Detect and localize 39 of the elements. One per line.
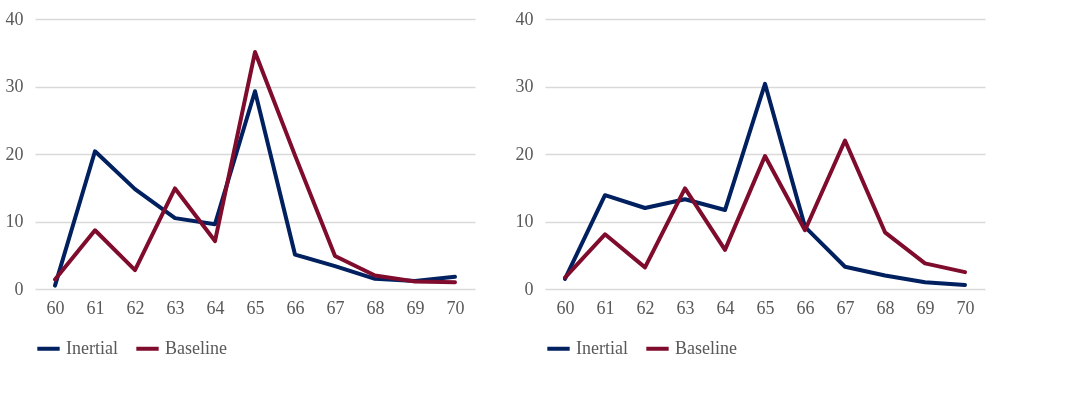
legend-label: Inertial <box>66 337 118 358</box>
x-tick-label: 67 <box>836 297 855 318</box>
y-tick-label: 30 <box>5 76 24 96</box>
y-tick-label: 30 <box>515 76 534 96</box>
x-tick-label: 63 <box>166 297 185 318</box>
x-tick-label: 68 <box>366 297 385 318</box>
y-tick-label: 10 <box>515 211 534 231</box>
x-tick-label: 70 <box>956 297 975 318</box>
x-tick-label: 63 <box>676 297 695 318</box>
line-series <box>53 50 457 285</box>
x-tick-label: 65 <box>756 297 775 318</box>
x-tick-label: 64 <box>206 297 225 318</box>
x-tick-label: 67 <box>326 297 345 318</box>
x-tick-label: 60 <box>46 297 65 318</box>
x-tick-label: 62 <box>126 297 145 318</box>
line-series <box>563 138 967 280</box>
x-tick-label: 64 <box>716 297 735 318</box>
y-tick-label: 20 <box>515 143 534 164</box>
y-tick-label: 40 <box>515 8 534 29</box>
x-tick-label: 61 <box>596 297 615 318</box>
x-tick-label: 65 <box>246 297 265 318</box>
legend-label: Inertial <box>576 337 628 358</box>
legend-label: Baseline <box>165 337 227 358</box>
x-tick-label: 66 <box>286 297 305 318</box>
x-tick-label: 69 <box>916 297 935 318</box>
x-tick-label: 66 <box>796 297 815 318</box>
x-tick-label: 62 <box>636 297 655 318</box>
x-tick-label: 68 <box>876 297 895 318</box>
y-tick-label: 20 <box>5 143 24 164</box>
y-tick-label: 40 <box>5 8 24 29</box>
x-tick-label: 70 <box>446 297 465 318</box>
x-tick-label: 60 <box>556 297 575 318</box>
x-tick-label: 61 <box>86 297 105 318</box>
y-tick-label: 0 <box>524 278 534 299</box>
y-tick-label: 0 <box>14 278 24 299</box>
line-series <box>563 81 967 287</box>
y-tick-label: 10 <box>5 211 24 231</box>
legend-label: Baseline <box>675 337 737 358</box>
x-tick-label: 69 <box>406 297 425 318</box>
